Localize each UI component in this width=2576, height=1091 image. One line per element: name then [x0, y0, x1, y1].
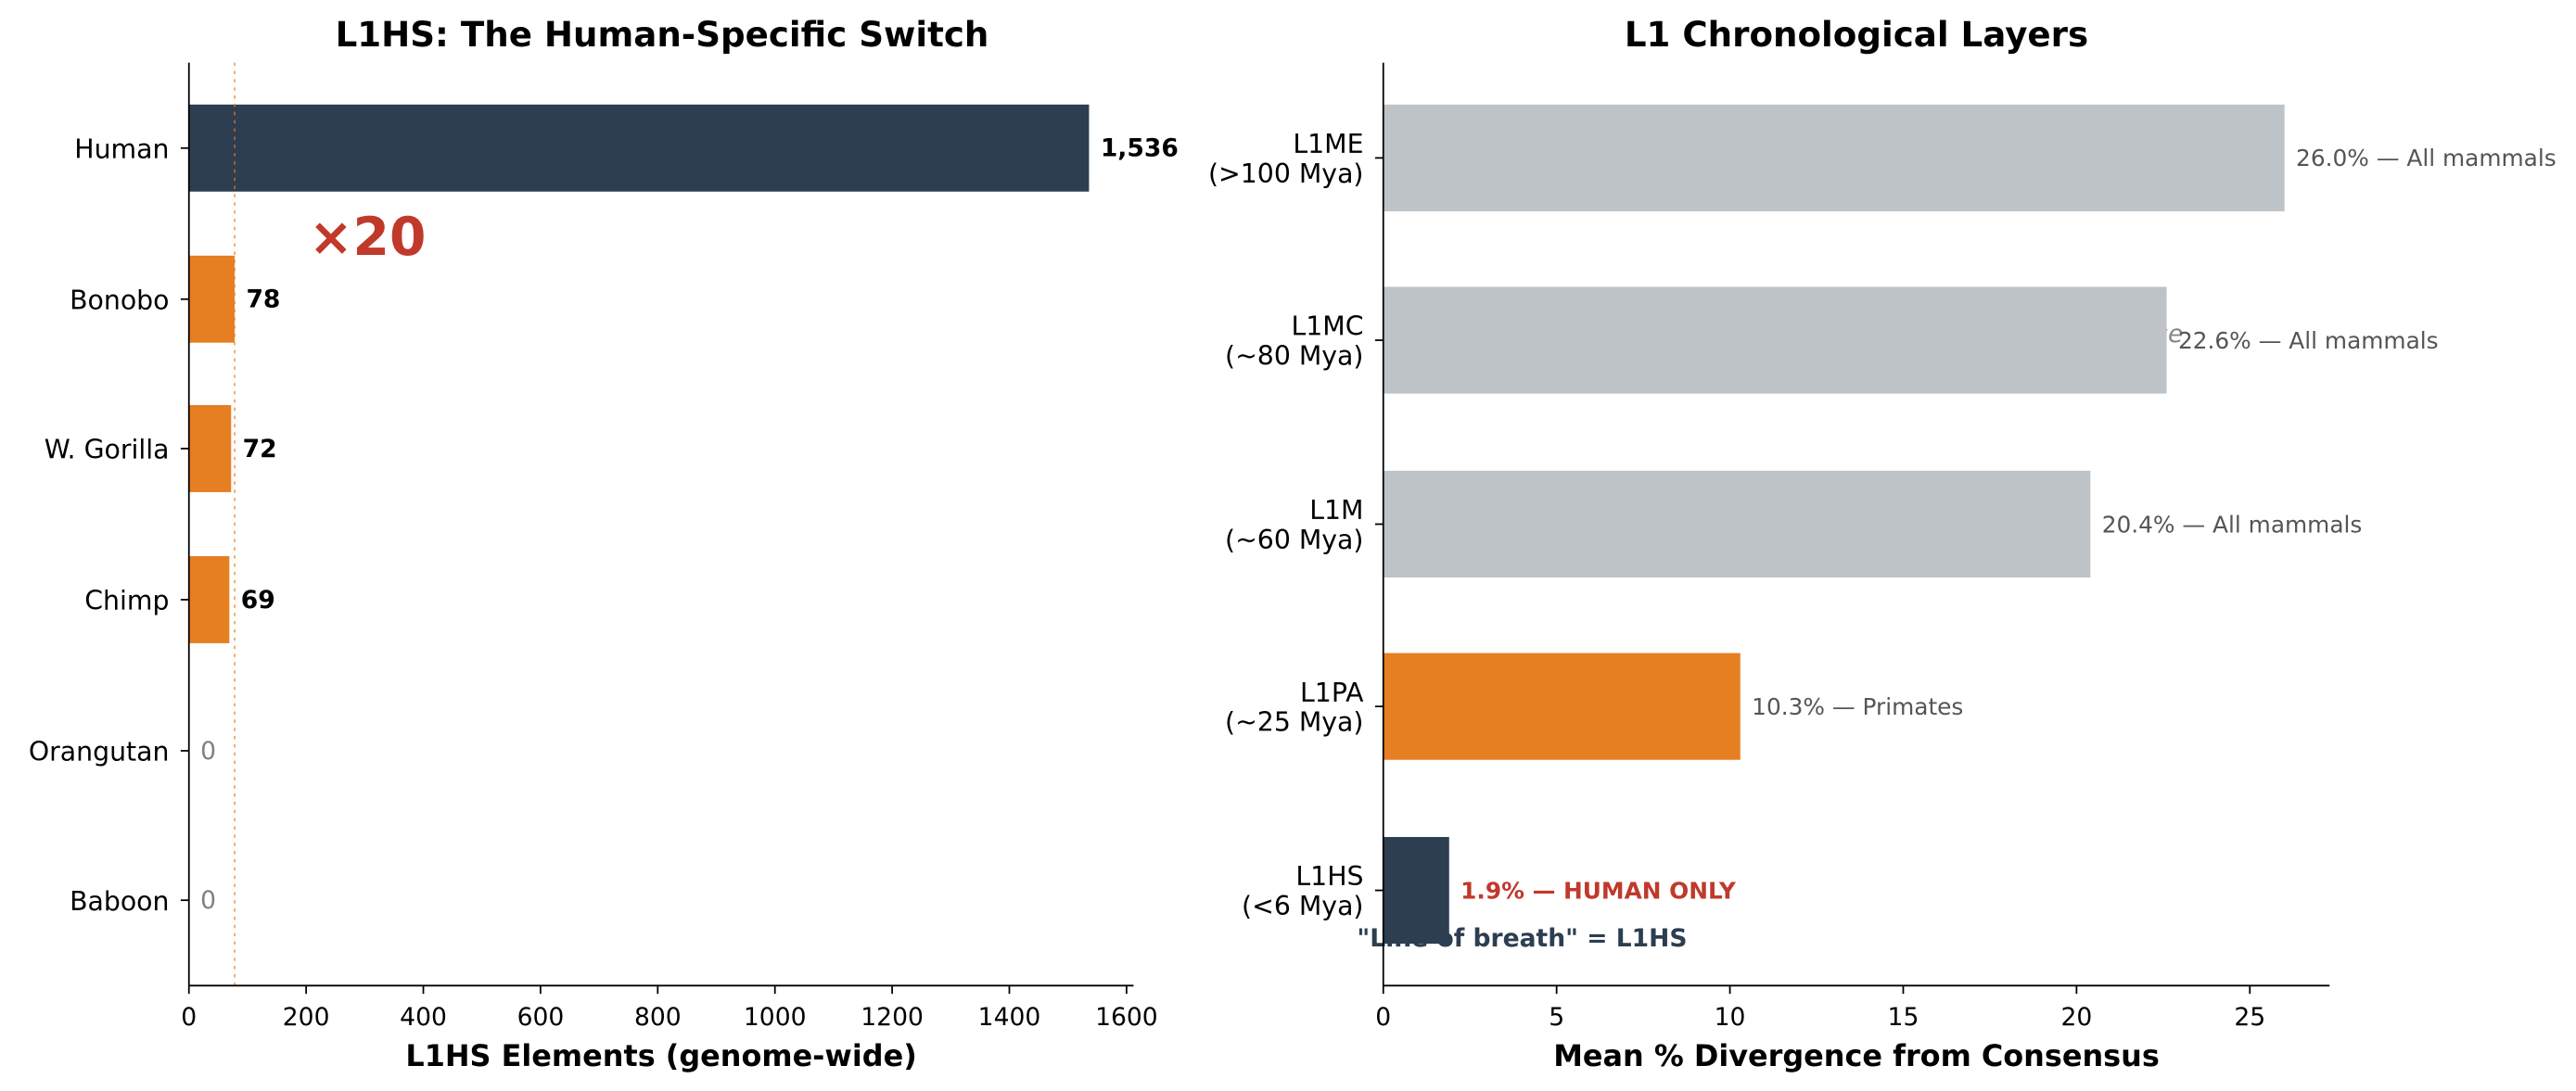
value-label: 1.9% — HUMAN ONLY [1460, 877, 1737, 904]
x-tick-label: 5 [1549, 1003, 1564, 1032]
x-tick-label: 10 [1715, 1003, 1746, 1032]
value-label: 72 [243, 435, 277, 463]
x-tick-label: 15 [1888, 1003, 1919, 1032]
x-tick-label: 0 [1375, 1003, 1391, 1032]
bar [188, 255, 236, 343]
y-tick-label: L1HS (<6 Mya) [1242, 861, 1363, 921]
chart-title: L1HS: The Human-Specific Switch [336, 14, 989, 55]
bar [1383, 653, 1741, 760]
bar [1383, 104, 2285, 211]
y-tick-label: L1ME (>100 Mya) [1208, 129, 1363, 189]
x-tick-label: 25 [2234, 1003, 2265, 1032]
annotation: ×20 [309, 207, 426, 268]
x-tick-label: 1600 [1095, 1003, 1158, 1032]
chart-title: L1 Chronological Layers [1625, 14, 2088, 55]
value-label: 69 [241, 586, 275, 615]
value-label: 78 [246, 285, 280, 314]
bar [188, 104, 1090, 192]
value-label: 1,536 [1101, 134, 1179, 163]
x-axis-label: L1HS Elements (genome-wide) [405, 1038, 916, 1073]
value-label: 0 [200, 737, 216, 766]
y-tick-label: Chimp [84, 586, 169, 616]
x-tick-label: 0 [181, 1003, 197, 1032]
y-tick-label: Human [74, 133, 169, 164]
y-tick-label: L1MC (~80 Mya) [1225, 311, 1363, 372]
value-label: 22.6% — All mammals [2178, 327, 2439, 354]
y-tick-label: Baboon [70, 886, 169, 917]
y-tick-label: L1PA (~25 Mya) [1225, 678, 1364, 738]
y-tick-label: Bonobo [70, 285, 169, 315]
x-tick-label: 1200 [861, 1003, 924, 1032]
bar [1383, 470, 2091, 578]
value-label: 26.0% — All mammals [2296, 145, 2557, 171]
x-axis-label: Mean % Divergence from Consensus [1553, 1038, 2160, 1073]
bar [1383, 836, 1449, 945]
y-tick-label: L1M (~60 Mya) [1225, 495, 1363, 555]
x-tick-label: 1400 [978, 1003, 1041, 1032]
x-tick-label: 800 [634, 1003, 682, 1032]
x-tick-label: 20 [2060, 1003, 2092, 1032]
value-label: 20.4% — All mammals [2102, 511, 2363, 538]
value-label: 0 [200, 886, 216, 915]
x-tick-label: 1000 [744, 1003, 807, 1032]
y-tick-label: Orangutan [29, 737, 170, 768]
x-tick-label: 200 [283, 1003, 330, 1032]
x-tick-label: 600 [517, 1003, 565, 1032]
bar [188, 556, 230, 643]
x-tick-label: 400 [400, 1003, 447, 1032]
y-tick-label: W. Gorilla [45, 435, 170, 465]
bar [188, 405, 232, 492]
bar [1383, 286, 2167, 394]
value-label: 10.3% — Primates [1752, 693, 1963, 720]
